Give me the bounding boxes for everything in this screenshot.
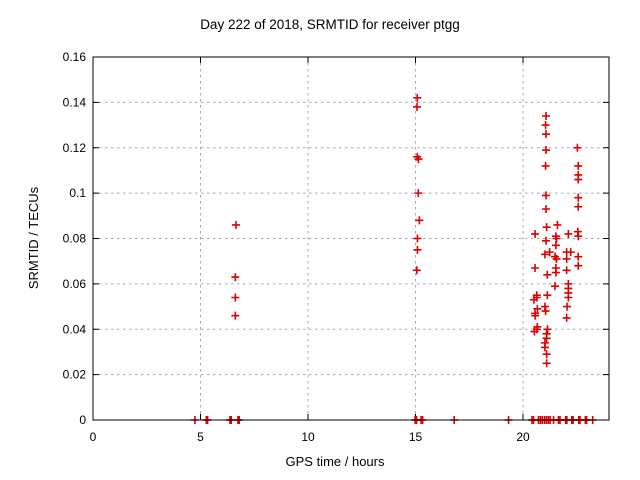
y-tick-label: 0 (79, 413, 86, 427)
x-tick-label: 20 (516, 430, 530, 444)
data-point (574, 193, 583, 202)
data-point (551, 268, 560, 277)
y-tick-label: 0.12 (63, 141, 87, 155)
data-point (574, 161, 583, 170)
data-point (542, 191, 551, 200)
y-tick-label: 0.02 (63, 368, 87, 382)
data-point (542, 146, 551, 155)
x-tick-label: 5 (197, 430, 204, 444)
data-points (190, 93, 597, 424)
data-point (231, 311, 240, 320)
y-axis-label: SRMTID / TECUs (26, 186, 41, 289)
data-point (415, 216, 424, 225)
data-point (542, 205, 551, 214)
y-tick-label: 0.14 (63, 95, 87, 109)
x-tick-label: 0 (90, 430, 97, 444)
plot-border (92, 56, 610, 421)
y-tick-label: 0.06 (63, 277, 87, 291)
data-point (551, 282, 560, 291)
data-point (543, 325, 552, 334)
data-point (541, 161, 550, 170)
x-tick-label: 15 (409, 430, 423, 444)
y-tick-label: 0.08 (63, 232, 87, 246)
data-point (573, 143, 582, 152)
data-point (542, 130, 551, 139)
data-point (541, 121, 550, 130)
data-point (545, 248, 554, 257)
data-point (552, 234, 561, 243)
data-point (530, 327, 539, 336)
data-point (551, 241, 560, 250)
data-point (542, 350, 551, 359)
data-point (231, 293, 240, 302)
data-point (574, 252, 583, 261)
data-point (562, 313, 571, 322)
data-point (413, 102, 422, 111)
data-point (542, 359, 551, 368)
chart-title: Day 222 of 2018, SRMTID for receiver ptg… (200, 17, 460, 32)
data-point (553, 220, 562, 229)
data-point (540, 250, 549, 259)
y-tick-label: 0.16 (63, 50, 87, 64)
x-axis-label: GPS time / hours (286, 454, 385, 469)
data-point (566, 248, 575, 257)
data-point (413, 93, 422, 102)
data-point (231, 220, 240, 229)
data-point (414, 155, 423, 164)
data-point (533, 304, 542, 313)
data-point (531, 263, 540, 272)
y-tick-label: 0.04 (63, 322, 87, 336)
axis-ticks (92, 56, 609, 421)
data-point (574, 175, 583, 184)
data-point (543, 291, 552, 300)
tick-labels: 0 5 10 15 20 0 0.02 0.04 0.06 0.08 0.1 0.12 0.14 0.16 (63, 50, 530, 444)
data-point (413, 245, 422, 254)
data-point (531, 229, 540, 238)
data-point (562, 254, 571, 263)
gridlines (93, 57, 609, 420)
data-point (414, 189, 423, 198)
data-point (231, 273, 240, 282)
data-point (552, 254, 561, 263)
data-point (574, 202, 583, 211)
data-point (542, 111, 551, 120)
data-point (541, 307, 550, 316)
data-point (412, 266, 421, 275)
data-point (564, 229, 573, 238)
data-point (564, 293, 573, 302)
data-point (574, 232, 583, 241)
data-point (563, 302, 572, 311)
data-point (529, 295, 538, 304)
y-tick-label: 0.1 (69, 186, 86, 200)
data-point (562, 266, 571, 275)
data-point (542, 236, 551, 245)
data-point (531, 311, 540, 320)
data-point (543, 270, 552, 279)
data-point (540, 343, 549, 352)
x-tick-label: 10 (301, 430, 315, 444)
data-point (542, 223, 551, 232)
data-point (413, 234, 422, 243)
data-point (574, 261, 583, 270)
data-point (542, 334, 551, 343)
